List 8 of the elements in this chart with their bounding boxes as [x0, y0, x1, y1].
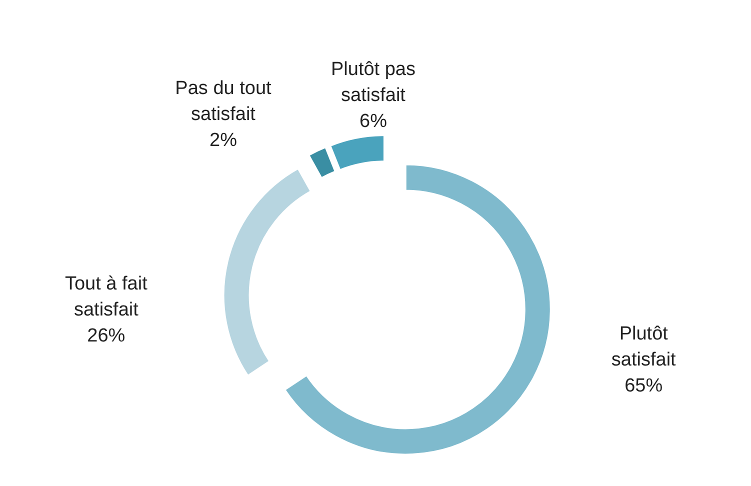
slice-label: Plutôt pas satisfait [330, 59, 416, 106]
data-label: 6% [360, 111, 388, 132]
data-label: 65% [624, 375, 663, 396]
slice-label: Plutôt satisfait [611, 323, 677, 370]
data-label: 2% [210, 130, 238, 151]
data-label: 26% [87, 325, 126, 346]
slice-label: Tout à fait satisfait [64, 273, 148, 320]
slice-label: Pas du tout satisfait [175, 78, 272, 125]
